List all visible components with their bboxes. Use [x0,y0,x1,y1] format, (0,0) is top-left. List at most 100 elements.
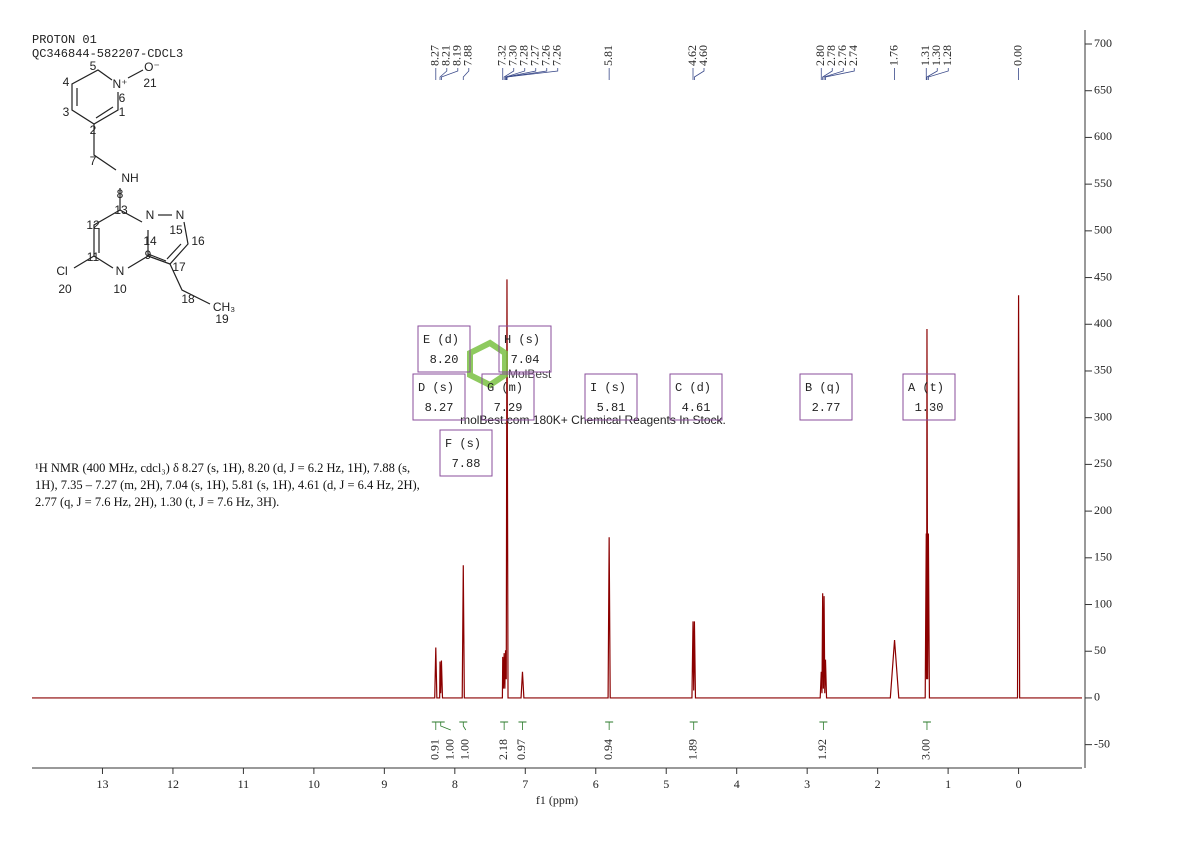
multiplet-box [412,373,466,421]
atom-number: 5 [90,59,97,73]
y-tick-label: 300 [1094,409,1112,423]
atom-label: CH₃ [213,300,235,314]
peak-label: 5.81 [601,45,615,66]
multiplet-shift: 5.81 [597,401,626,415]
atom-number: 19 [215,312,229,326]
spectrum-line [32,279,1082,699]
y-tick-label: 150 [1094,550,1112,564]
nmr-description: ¹H NMR (400 MHz, cdcl₃) δ 8.27 (s, 1H), … [35,461,420,509]
atom-number: 7 [90,154,97,168]
multiplet-box [902,373,956,421]
y-tick-label: 0 [1094,690,1100,704]
integral-label: 1.92 [815,739,829,760]
peak-label: 1.76 [886,45,900,66]
multiplet-shift: 7.04 [511,353,540,367]
multiplet-shift: 8.20 [430,353,459,367]
integral-label: 2.18 [496,739,510,760]
multiplet-shift: 8.27 [425,401,454,415]
atom-label: N [146,208,155,222]
peak-label: 8.27 [428,45,442,66]
peak-connector [825,68,855,80]
peak-label: 2.76 [835,45,849,66]
multiplet-box [669,373,723,421]
peak-connector [441,68,459,80]
multiplet-shift: 7.29 [494,401,523,415]
integral-connector [440,722,451,731]
peak-connector [822,68,833,80]
peak-label: 7.27 [527,45,541,66]
bond [71,69,119,125]
atom-number: 6 [119,91,126,105]
atom-number: 17 [172,260,186,274]
multiplet-name: I (s) [590,381,626,395]
x-tick-label: 12 [167,777,179,791]
multiplet-shift: 2.77 [812,401,841,415]
integral-label: 3.00 [919,739,933,760]
y-tick-label: 500 [1094,223,1112,237]
y-tick-label: 250 [1094,456,1112,470]
bond [127,69,144,79]
bond [93,124,117,171]
peak-label: 2.80 [813,45,827,66]
atom-number: 10 [113,282,127,296]
multiplet-name: H (s) [504,333,540,347]
x-tick-label: 9 [381,777,387,791]
multiplet-name: C (d) [675,381,711,395]
x-tick-label: 0 [1016,777,1022,791]
integral-connector [462,722,467,731]
peak-label: 7.26 [549,45,563,66]
multiplet-box [481,373,535,421]
bond [73,255,95,269]
multiplet-box [799,373,853,421]
peak-label: 7.32 [494,45,508,66]
peak-label: 1.28 [940,45,954,66]
peak-connector [926,68,938,80]
x-axis-label: f1 (ppm) [536,793,578,807]
y-tick-label: 50 [1094,643,1106,657]
bond [147,253,167,262]
atom-number: 14 [143,234,157,248]
multiplet-name: D (s) [418,381,454,395]
y-tick-label: 700 [1094,36,1112,50]
x-tick-label: 13 [96,777,108,791]
atom-label: O⁻ [144,60,160,74]
atom-number: 4 [63,75,70,89]
multiplet-name: E (d) [423,333,459,347]
peak-connector [823,68,844,80]
peak-label: 7.28 [516,45,530,66]
multiplet-box [584,373,638,421]
atom-number: 21 [143,76,157,90]
integral-label: 1.00 [458,739,472,760]
x-tick-label: 11 [238,777,250,791]
bond [169,263,211,305]
peak-label: 7.88 [461,45,475,66]
x-tick-label: 2 [875,777,881,791]
integral-label: 1.00 [443,739,457,760]
x-tick-label: 6 [593,777,599,791]
multiplet-shift: 7.88 [452,457,481,471]
integral-label: 0.94 [601,739,615,760]
y-tick-label: 100 [1094,596,1112,610]
peak-label: 7.26 [538,45,552,66]
atom-number: 2 [90,123,97,137]
peak-connector [505,68,526,80]
peak-label: 2.78 [824,45,838,66]
y-tick-label: 650 [1094,82,1112,96]
atom-number: 8 [117,187,124,201]
y-tick-label: 450 [1094,269,1112,283]
integral-label: 0.97 [514,739,528,760]
multiplet-shift: 4.61 [682,401,711,415]
multiplet-box [439,429,493,477]
x-tick-label: 3 [804,777,810,791]
atom-label: N [176,208,185,222]
peak-label: 4.62 [685,45,699,66]
multiplet-name: F (s) [445,437,481,451]
peak-connector [462,68,470,80]
multiplet-box [417,325,471,373]
bond [93,209,121,269]
peak-label: 1.30 [929,45,943,66]
peak-label: 8.21 [439,45,453,66]
atom-label: Cl [56,264,67,278]
